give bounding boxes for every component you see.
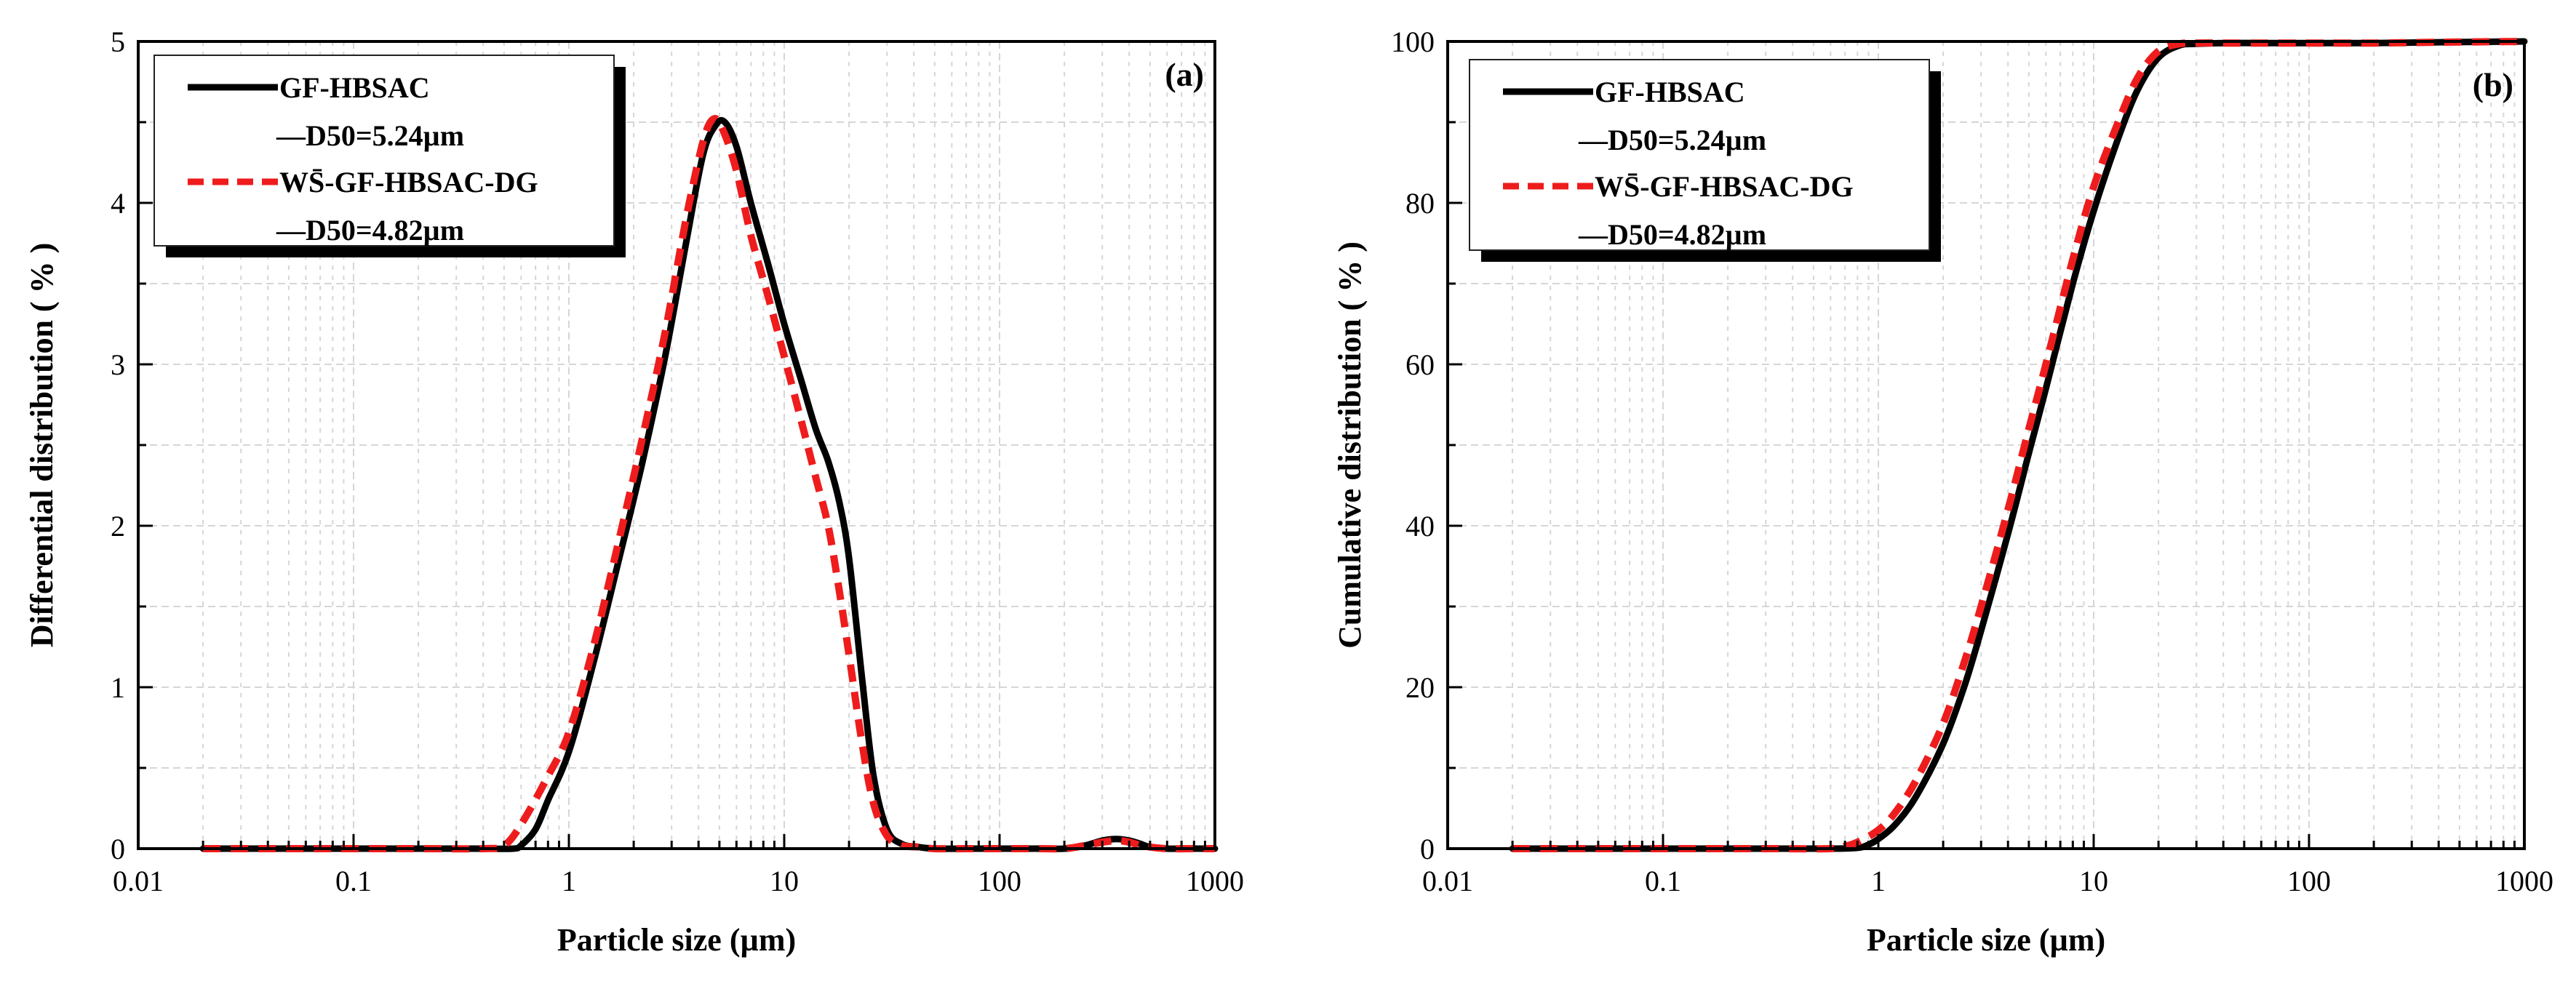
- chart-panel-b: 0.01 0.1 1 10 100 1000 0 20 40 60 80 100 (b) Partic…: [1332, 25, 2553, 958]
- y-axis-title-b: Cumulative distribution ( % ): [1332, 241, 1368, 649]
- legend-b: GF-HBSAC —D50=5.24µm WS̄-GF-HBSAC-DG —D5…: [1469, 59, 1941, 262]
- panel-label-b: (b): [2473, 66, 2513, 103]
- x-tick-label: 1000: [1186, 865, 1244, 897]
- axis-ticks-b: 0.01 0.1 1 10 100 1000 0 20 40 60 80 100: [1391, 25, 2553, 897]
- y-tick-label: 20: [1405, 671, 1435, 704]
- x-tick-label: 1: [562, 865, 576, 897]
- series-line-ws-gf-hbsac-dg: [203, 115, 1215, 853]
- y-tick-label: 60: [1405, 348, 1435, 381]
- y-tick-label: 80: [1405, 187, 1435, 220]
- x-axis-title-b: Particle size (µm): [1867, 922, 2105, 958]
- x-tick-label: 0.01: [113, 865, 164, 897]
- x-tick-label: 100: [2287, 865, 2331, 897]
- y-tick-label: 100: [1391, 25, 1435, 58]
- y-tick-label: 0: [1420, 833, 1435, 865]
- x-tick-label: 0.01: [1422, 865, 1473, 897]
- series-lines-a: [199, 115, 1219, 853]
- y-tick-label: 2: [111, 510, 125, 542]
- legend-label-ws-a: WS̄-GF-HBSAC-DG: [279, 166, 538, 199]
- y-tick-label: 3: [111, 348, 125, 381]
- y-tick-label: 40: [1405, 510, 1435, 542]
- chart-panel-a: 0.01 0.1 1 10 100 1000 0 1 2 3 4 5 (a) Particle siz…: [24, 25, 1244, 958]
- x-tick-label: 10: [770, 865, 799, 897]
- x-tick-label: 1: [1871, 865, 1886, 897]
- x-tick-label: 0.1: [1645, 865, 1681, 897]
- y-tick-label: 0: [111, 833, 125, 865]
- y-tick-label: 1: [111, 671, 125, 704]
- legend-label-ws-b: WS̄-GF-HBSAC-DG: [1595, 170, 1854, 203]
- x-tick-label: 1000: [2495, 865, 2553, 897]
- x-tick-label: 0.1: [335, 865, 372, 897]
- y-tick-label: 4: [111, 187, 125, 220]
- legend-note-ws-a: —D50=4.82µm: [276, 214, 464, 247]
- legend-note-gf-b: —D50=5.24µm: [1578, 124, 1766, 156]
- x-axis-title-a: Particle size (µm): [557, 922, 796, 958]
- x-tick-label: 10: [2079, 865, 2108, 897]
- y-tick-label: 5: [111, 25, 125, 58]
- legend-note-gf-a: —D50=5.24µm: [276, 119, 464, 152]
- x-tick-label: 100: [978, 865, 1021, 897]
- legend-a: GF-HBSAC —D50=5.24µm WS̄-GF-HBSAC-DG —D5…: [153, 55, 626, 257]
- series-line-ws-gf-hbsac-dg: [1512, 38, 2525, 853]
- legend-label-gf-b: GF-HBSAC: [1595, 76, 1745, 108]
- y-axis-title-a: Differential distribution ( % ): [24, 243, 60, 648]
- panel-label-a: (a): [1165, 56, 1204, 93]
- legend-note-ws-b: —D50=4.82µm: [1578, 218, 1766, 251]
- legend-label-gf-a: GF-HBSAC: [279, 71, 430, 104]
- axis-ticks-a: 0.01 0.1 1 10 100 1000 0 1 2 3 4 5: [111, 25, 1244, 897]
